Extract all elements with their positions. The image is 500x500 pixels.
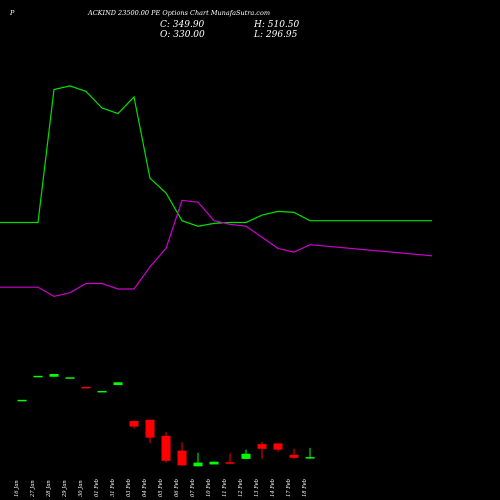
header-left-mark: P: [9, 9, 15, 17]
x-tick-label: 01 Feb: [94, 479, 100, 497]
x-tick-label: 04 Feb: [142, 479, 148, 497]
x-tick-label: 28 Jan: [46, 480, 52, 498]
candle: [161, 432, 171, 463]
candle: [113, 382, 123, 386]
candle: [209, 461, 219, 465]
x-tick-label: 06 Feb: [174, 479, 180, 497]
candle: [225, 453, 235, 464]
candle-body: [241, 453, 251, 459]
x-tick-label: 31 Feb: [110, 479, 116, 497]
x-tick-label: 07 Feb: [190, 479, 196, 497]
x-tick-label: 12 Feb: [238, 479, 244, 497]
high-value: H: 510.50: [253, 20, 300, 30]
candle-body: [305, 457, 315, 459]
candle-body: [193, 462, 203, 467]
indicator-lines: [0, 85, 433, 298]
close-value: C: 349.90: [160, 20, 205, 30]
candle: [129, 420, 139, 429]
candle: [65, 377, 75, 379]
candle-body: [49, 373, 59, 377]
x-tick-label: 17 Feb: [286, 479, 292, 497]
x-tick-label: 27 Jan: [30, 480, 36, 498]
candle-body: [33, 375, 43, 378]
x-axis-ticks: 16 Jan 27 Jan 28 Jan 29 Jan 30 Jan 01 Feb 31 F…: [14, 479, 308, 498]
candle-body: [257, 444, 267, 449]
candle-body: [209, 461, 219, 465]
candle-body: [97, 390, 107, 393]
lower-line-series: [0, 199, 433, 298]
x-tick-label: 13 Feb: [254, 479, 260, 497]
candle-body: [81, 386, 91, 389]
candle: [193, 452, 203, 467]
x-tick-label: 29 Jan: [62, 480, 68, 498]
candle: [289, 448, 299, 459]
x-tick-label: 18 Feb: [302, 479, 308, 497]
low-value: L: 296.95: [253, 30, 298, 40]
candle: [145, 419, 155, 444]
candle-body: [177, 450, 187, 466]
x-tick-label: 10 Feb: [206, 479, 212, 497]
candle-body: [145, 419, 155, 438]
candle-body: [129, 421, 139, 427]
x-tick-label: 30 Jan: [78, 480, 84, 497]
candle: [257, 441, 267, 459]
candle-body: [273, 443, 283, 450]
candle-body: [113, 382, 123, 386]
candle-body: [161, 435, 171, 461]
x-tick-label: 03 Feb: [126, 479, 132, 497]
candle: [305, 447, 315, 459]
x-tick-label: 16 Jan: [14, 480, 20, 497]
candle-body: [289, 454, 299, 458]
candle: [273, 443, 283, 452]
candle: [81, 386, 91, 389]
candle: [17, 399, 27, 402]
open-value: O: 330.00: [160, 30, 205, 40]
candle: [49, 373, 59, 377]
x-tick-label: 11 Feb: [222, 479, 228, 497]
candle-body: [225, 462, 235, 464]
candle: [177, 442, 187, 466]
candle: [33, 375, 43, 378]
x-tick-label: 05 Feb: [158, 479, 164, 497]
candle: [241, 449, 251, 459]
candle-body: [65, 377, 75, 379]
upper-line-series: [0, 85, 432, 227]
chart-title: ACKIND 23500.00 PE Options Chart MunafaS…: [87, 9, 270, 17]
candles: [17, 373, 315, 467]
x-tick-label: 14 Feb: [270, 479, 276, 497]
candle-body: [17, 399, 27, 402]
candle: [97, 390, 107, 393]
